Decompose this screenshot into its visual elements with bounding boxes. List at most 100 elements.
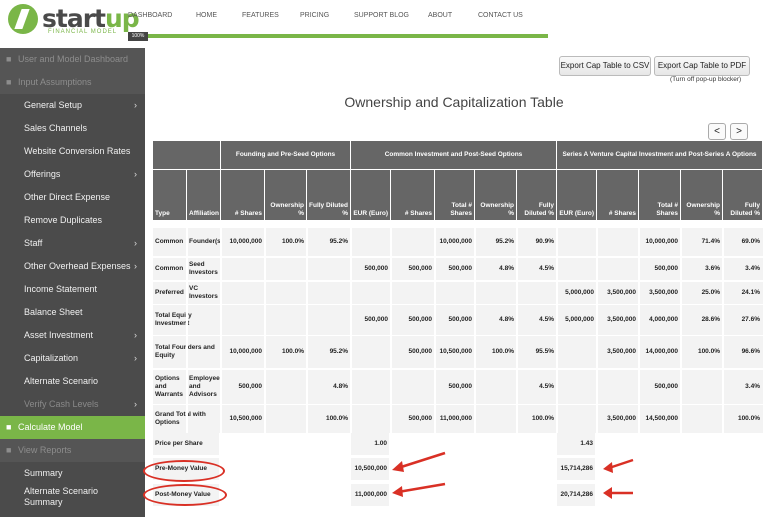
sidebar-item-remove-duplicates[interactable]: Remove Duplicates xyxy=(0,209,145,232)
table-cell xyxy=(265,370,304,404)
sidebar-item-other-overhead-expenses[interactable]: Other Overhead Expenses › xyxy=(0,255,145,278)
nav-link-dashboard[interactable]: DASHBOARD xyxy=(128,12,173,19)
startup-logo[interactable]: startup FINANCIAL MODEL xyxy=(8,4,140,38)
table-cell: 11,000,000 xyxy=(439,415,472,422)
sidebar-view-reports[interactable]: ■ View Reports xyxy=(0,439,145,462)
column-separator xyxy=(186,228,188,433)
table-row xyxy=(153,405,763,433)
table-cell: 3,500,000 xyxy=(607,415,636,422)
sidebar-item-general-setup[interactable]: General Setup › xyxy=(0,94,145,117)
table-cell: 4.8% xyxy=(499,316,514,323)
nav-link-features[interactable]: FEATURES xyxy=(242,12,279,19)
table-cell: 500,000 xyxy=(408,415,433,422)
row-type-label: Options and Warrants xyxy=(155,375,183,398)
row-type-label: Common xyxy=(155,265,184,272)
nav-link-about[interactable]: ABOUT xyxy=(428,12,453,19)
table-cell: 4.5% xyxy=(539,316,554,323)
column-separator xyxy=(596,228,598,433)
group-header: Series A Venture Capital Investment and … xyxy=(557,141,762,169)
table-cell xyxy=(351,405,388,433)
sidebar-item-sales-channels[interactable]: Sales Channels xyxy=(0,117,145,140)
table-cell: 3,500,000 xyxy=(607,289,636,296)
calculator-icon: ■ xyxy=(6,422,12,432)
table-cell xyxy=(221,258,262,280)
table-cell: 500,000 xyxy=(448,265,473,272)
nav-link-support-blog[interactable]: SUPPORT BLOG xyxy=(354,12,409,19)
table-row xyxy=(153,258,763,280)
sidebar: ■ User and Model Dashboard ■ Input Assumpti… xyxy=(0,48,145,517)
sidebar-report-alternate-scenario-summary[interactable]: Alternate Scenario Summary xyxy=(0,485,120,508)
annotation-oval-pre-money xyxy=(143,460,225,482)
table-cell xyxy=(265,405,304,433)
chevron-right-icon: › xyxy=(134,238,137,248)
table-cell xyxy=(517,282,554,304)
table-row xyxy=(153,305,763,335)
sidebar-item-remove-duplicates-label: Remove Duplicates xyxy=(24,215,103,225)
table-cell: 4,000,000 xyxy=(649,316,678,323)
prev-page-button[interactable]: < xyxy=(708,123,726,140)
table-cell xyxy=(597,370,636,404)
table-cell xyxy=(475,370,514,404)
table-row xyxy=(153,228,763,256)
dashboard-icon: ■ xyxy=(6,54,12,64)
column-header: Type xyxy=(153,170,186,220)
calculate-model-button[interactable]: ■ Calculate Model xyxy=(0,416,145,439)
table-cell xyxy=(597,258,636,280)
sidebar-item-general-setup-label: General Setup xyxy=(24,100,83,110)
table-cell xyxy=(351,336,388,368)
table-cell: 28.6% xyxy=(701,316,720,323)
export-csv-button[interactable]: Export Cap Table to CSV xyxy=(559,56,651,76)
column-separator xyxy=(722,228,724,433)
table-cell xyxy=(557,405,594,433)
sidebar-item-income-statement[interactable]: Income Statement xyxy=(0,278,145,301)
summary-label: Price per Share xyxy=(155,440,203,447)
export-pdf-button[interactable]: Export Cap Table to PDF xyxy=(654,56,750,76)
sidebar-user-dashboard[interactable]: ■ User and Model Dashboard xyxy=(0,48,145,71)
sidebar-item-capitalization[interactable]: Capitalization › xyxy=(0,347,145,370)
table-cell: 14,500,000 xyxy=(645,415,678,422)
row-affiliation-label: VC Investors xyxy=(189,285,218,300)
sidebar-item-alternate-scenario[interactable]: Alternate Scenario xyxy=(0,370,145,393)
sidebar-item-other-overhead-expenses-label: Other Overhead Expenses xyxy=(24,261,131,271)
column-header: Ownership % xyxy=(681,170,722,220)
table-cell xyxy=(391,282,432,304)
sidebar-item-other-direct-expense[interactable]: Other Direct Expense xyxy=(0,186,145,209)
table-cell: 100.0% xyxy=(491,348,514,355)
sidebar-item-verify-cash-levels[interactable]: Verify Cash Levels › xyxy=(0,393,145,416)
table-cell: 500,000 xyxy=(364,265,389,272)
sidebar-item-offerings[interactable]: Offerings › xyxy=(0,163,145,186)
table-cell: 27.6% xyxy=(741,316,760,323)
table-cell: 96.6% xyxy=(741,348,760,355)
table-cell: 4.5% xyxy=(539,383,554,390)
table-cell: 10,000,000 xyxy=(645,238,678,245)
nav-link-pricing[interactable]: PRICING xyxy=(300,12,330,19)
page-title: Ownership and Capitalization Table xyxy=(344,94,564,110)
table-cell: 500,000 xyxy=(654,265,679,272)
table-row xyxy=(153,370,763,404)
sidebar-item-alternate-scenario-label: Alternate Scenario xyxy=(24,376,99,386)
nav-link-home[interactable]: HOME xyxy=(196,12,217,19)
sidebar-report-label: Alternate Scenario Summary xyxy=(24,486,99,507)
sidebar-report-summary[interactable]: Summary xyxy=(0,462,145,485)
table-cell: 100.0% xyxy=(697,348,720,355)
table-cell xyxy=(557,228,594,256)
sidebar-input-assumptions[interactable]: ■ Input Assumptions xyxy=(0,71,145,94)
summary-seed-bg xyxy=(351,458,389,480)
table-cell: 500,000 xyxy=(364,316,389,323)
next-page-button[interactable]: > xyxy=(730,123,748,140)
table-cell xyxy=(435,282,472,304)
sidebar-item-sales-channels-label: Sales Channels xyxy=(24,123,88,133)
nav-link-contact-us[interactable]: CONTACT US xyxy=(478,12,523,19)
summary-series-a-bg xyxy=(557,458,595,480)
column-header: # Shares xyxy=(221,170,264,220)
sidebar-item-verify-cash-levels-label: Verify Cash Levels xyxy=(24,399,99,409)
sidebar-item-income-statement-label: Income Statement xyxy=(24,284,98,294)
annotation-arrow-icon xyxy=(603,458,634,473)
table-cell: 4.5% xyxy=(539,265,554,272)
sidebar-item-balance-sheet[interactable]: Balance Sheet xyxy=(0,301,145,324)
sidebar-item-asset-investment[interactable]: Asset Investment › xyxy=(0,324,145,347)
chevron-right-icon: › xyxy=(134,169,137,179)
table-cell: 3,500,000 xyxy=(649,289,678,296)
sidebar-item-staff[interactable]: Staff › xyxy=(0,232,145,255)
sidebar-item-website-conversion-rates[interactable]: Website Conversion Rates xyxy=(0,140,145,163)
